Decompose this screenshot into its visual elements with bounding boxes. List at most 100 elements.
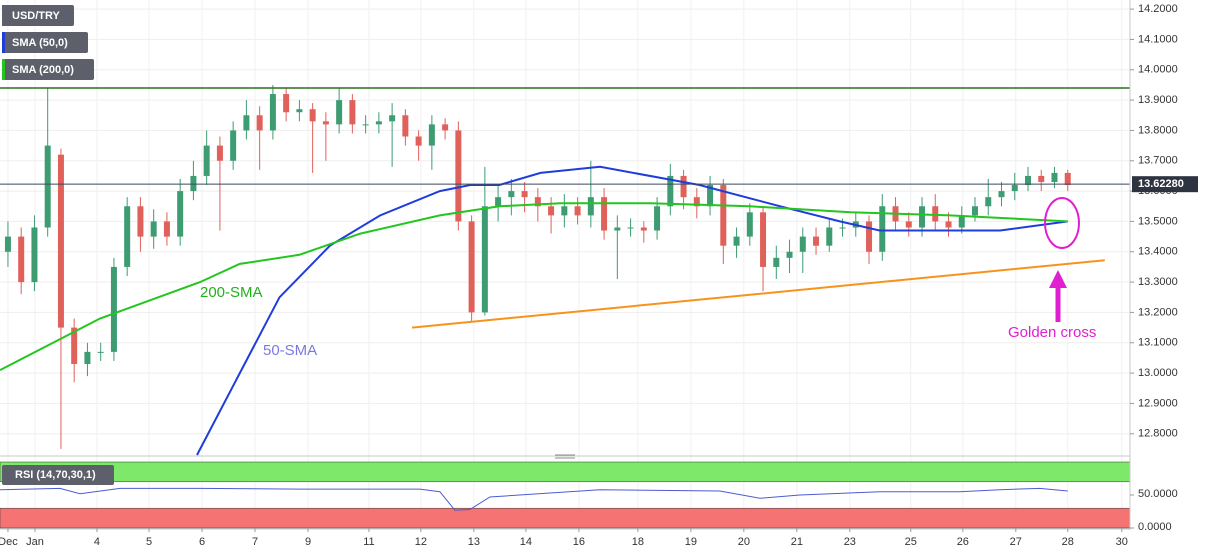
candle-body [945, 221, 952, 228]
candle-body [985, 197, 992, 207]
x-tick-label: 16 [573, 536, 585, 548]
candle-body [760, 212, 767, 267]
candle-body [905, 221, 912, 228]
plot [0, 84, 1130, 511]
candle-body [680, 175, 687, 198]
candle-body [1011, 185, 1018, 192]
candle-body [587, 197, 594, 216]
rsi-line [0, 487, 1068, 511]
candle-body [574, 206, 581, 216]
x-tick-label: 30 [1116, 536, 1128, 548]
candle-body [1051, 172, 1058, 182]
candle-body [455, 130, 462, 222]
legend-box [2, 59, 94, 80]
candle-body [1064, 172, 1071, 186]
last-price-box [1132, 176, 1198, 193]
legend-label: USD/TRY [12, 10, 61, 22]
highlight-ellipse [1044, 197, 1080, 249]
oversold-band [0, 507, 1131, 529]
y-tick-label: 13.5000 [1138, 215, 1178, 227]
y-tick-label: 50.0000 [1138, 488, 1178, 500]
y-tick-label: 13.0000 [1138, 367, 1178, 379]
legend-swatch [2, 5, 5, 26]
y-tick-label: 13.8000 [1138, 124, 1178, 136]
candle-body [799, 236, 806, 252]
y-tick-label: 14.2000 [1138, 3, 1178, 15]
candle-body [866, 221, 873, 252]
candle-body [322, 121, 329, 125]
candle-body [84, 351, 91, 364]
candle-body [402, 115, 409, 137]
candle-body [998, 191, 1005, 198]
x-tick-label: 14 [520, 536, 532, 548]
candle-body [349, 100, 356, 125]
candle-body [693, 197, 700, 207]
candle-body [919, 206, 926, 228]
candle-body [44, 145, 51, 228]
candle-body [654, 206, 661, 231]
candle-body [468, 221, 475, 313]
y-tick-label: 13.7000 [1138, 155, 1178, 167]
legend-label: SMA (50,0) [12, 37, 68, 49]
candle-body [813, 236, 820, 246]
legend-swatch [2, 59, 5, 80]
y-tick-label: 13.9000 [1138, 94, 1178, 106]
legend-box [2, 465, 114, 485]
candle-body [309, 109, 316, 122]
trendline [411, 259, 1105, 329]
sma-line [196, 165, 1068, 456]
y-tick-label: 13.1000 [1138, 337, 1178, 349]
candle-body [110, 266, 117, 352]
candle-body [773, 257, 780, 267]
y-tick-label: 14.0000 [1138, 64, 1178, 76]
candle-body [71, 327, 78, 364]
candle-body [97, 351, 104, 353]
candle-body [269, 94, 276, 131]
candle-body [216, 145, 223, 161]
candle-body [18, 236, 25, 283]
candle-body [336, 100, 343, 125]
last-price-label: 13.62280 [1138, 178, 1184, 190]
candle-body [137, 206, 144, 237]
candle-body [958, 215, 965, 228]
candle-body [481, 206, 488, 313]
candle-body [548, 206, 555, 216]
candle-body [932, 206, 939, 222]
x-tick-label: 26 [957, 536, 969, 548]
x-tick-label: 19 [685, 536, 697, 548]
candle-body [1024, 175, 1031, 186]
candle-body [296, 109, 303, 113]
x-tick-label: 20 [738, 536, 750, 548]
candle-body [1038, 175, 1045, 182]
y-tick-label: 13.2000 [1138, 306, 1178, 318]
annotation: 200-SMA [200, 284, 263, 301]
legend-swatch [2, 32, 5, 53]
candle-body [31, 227, 38, 283]
candle-body [826, 227, 833, 246]
legend-box [2, 5, 74, 26]
x-tick-label: 27 [1010, 536, 1022, 548]
legend-box [2, 32, 88, 53]
y-tick-label: 14.1000 [1138, 33, 1178, 45]
candle-body [746, 212, 753, 237]
candle-body [177, 191, 184, 237]
candle-body [190, 175, 197, 192]
candle-body [720, 185, 727, 246]
y-tick-label: 12.8000 [1138, 428, 1178, 440]
candle-body [534, 197, 541, 207]
candle-body [163, 221, 170, 237]
candle-body [508, 191, 515, 198]
candle-body [283, 94, 290, 113]
candle-body [640, 227, 647, 231]
x-tick-label: 11 [363, 536, 374, 548]
x-tick-label: 21 [791, 536, 803, 548]
grid [0, 0, 1131, 529]
x-tick-label: 5 [146, 536, 152, 548]
sma-line [0, 202, 1068, 371]
candle-body [230, 130, 237, 161]
legend-label: SMA (200,0) [12, 64, 74, 76]
legend-label: RSI (14,70,30,1) [15, 469, 96, 481]
candle-body [4, 236, 11, 252]
